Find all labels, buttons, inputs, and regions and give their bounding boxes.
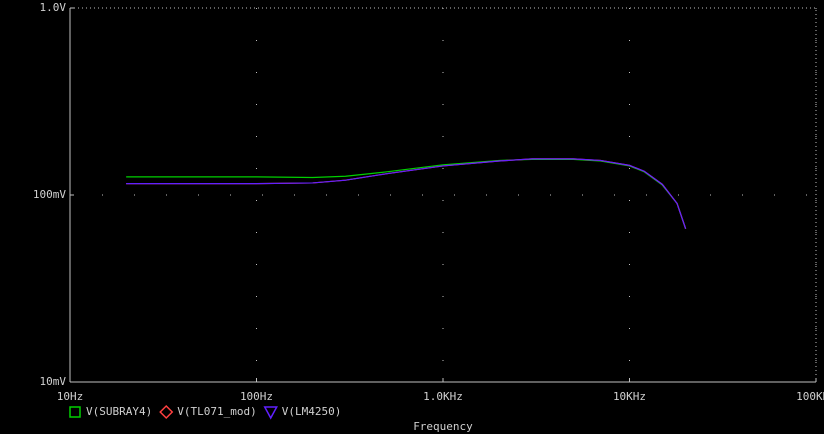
y-tick-label: 10mV (40, 375, 67, 388)
y-tick-label: 100mV (33, 188, 66, 201)
x-tick-label: 1.0KHz (423, 390, 463, 403)
legend-symbol (69, 406, 81, 418)
x-tick-label: 100Hz (240, 390, 273, 403)
x-tick-label: 100KHz (796, 390, 824, 403)
legend-symbol (159, 404, 174, 420)
y-tick-label: 1.0V (40, 1, 67, 14)
legend-label: V(LM4250) (282, 405, 342, 418)
x-axis-label: Frequency (413, 420, 473, 433)
x-tick-label: 10Hz (57, 390, 84, 403)
legend-label: V(TL071_mod) (177, 405, 256, 418)
x-tick-label: 10KHz (613, 390, 646, 403)
legend-label: V(SUBRAY4) (86, 405, 152, 418)
legend-symbol (263, 406, 278, 420)
series-line (126, 158, 687, 229)
